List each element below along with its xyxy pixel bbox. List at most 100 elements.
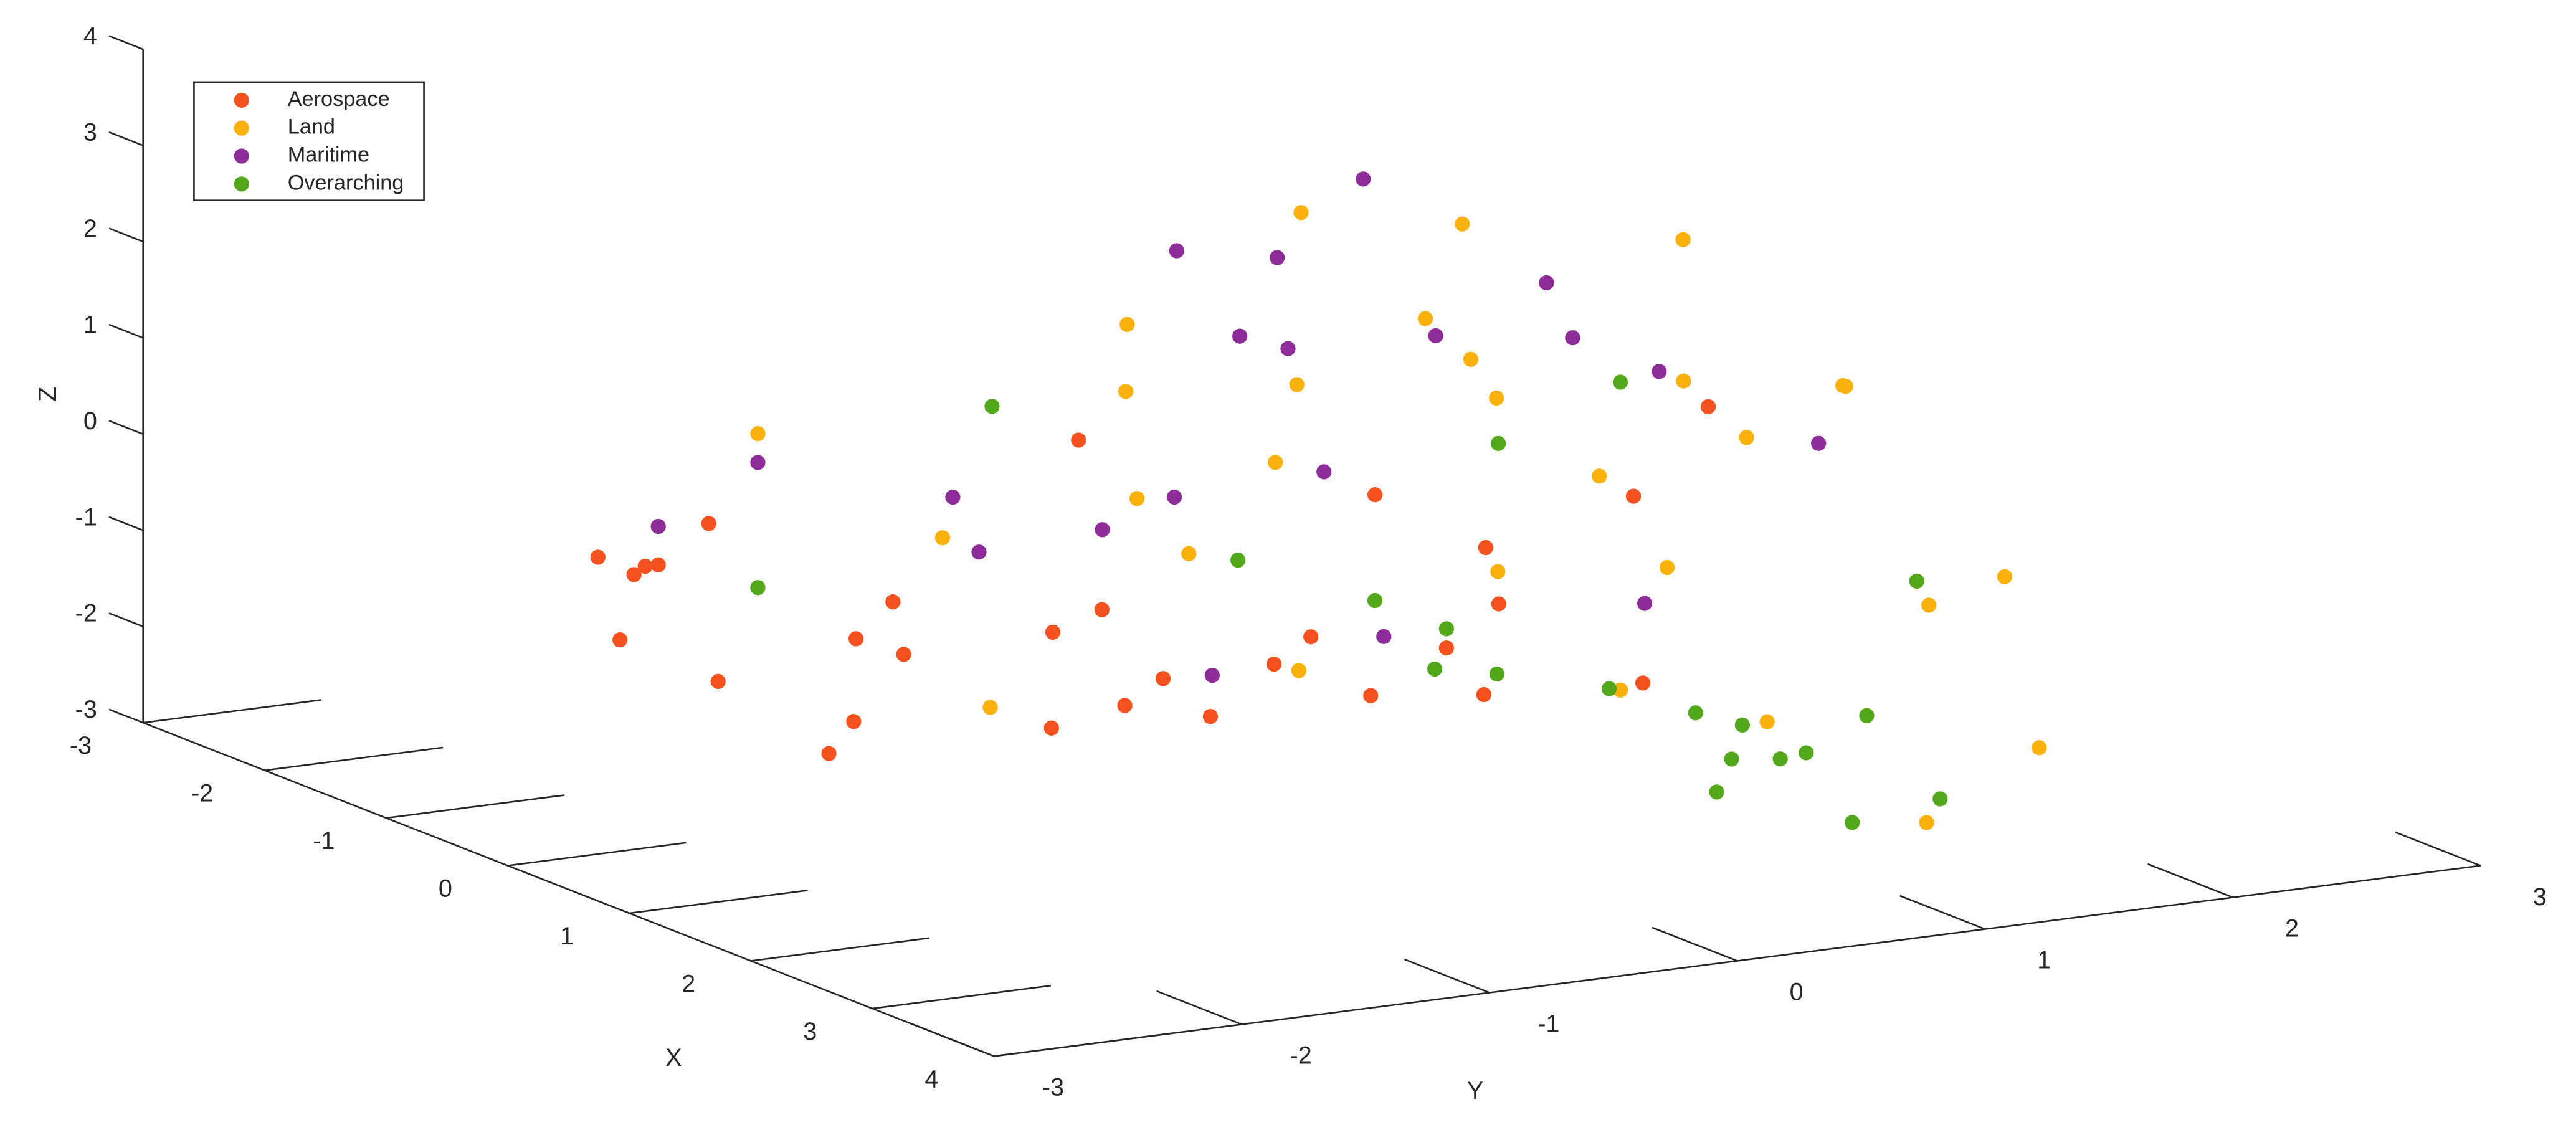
z-tick-label: -1: [75, 503, 97, 531]
point: [1734, 717, 1751, 733]
point: [650, 518, 666, 534]
series: [750, 374, 1948, 830]
point: [1316, 464, 1332, 480]
point: [1652, 364, 1667, 379]
point: [1289, 377, 1305, 392]
legend-marker: [234, 120, 250, 136]
point: [1635, 675, 1651, 691]
point: [1919, 815, 1934, 830]
y-axis-label: Y: [1467, 1077, 1483, 1104]
z-tick-label: 0: [83, 407, 97, 435]
point: [971, 544, 987, 560]
z-tick-label: -3: [75, 696, 97, 723]
legend: Aerospace Land Maritime Overarching: [193, 81, 425, 202]
x-tick: [872, 984, 1051, 1010]
point: [1071, 432, 1086, 448]
point: [1700, 399, 1716, 414]
point: [1688, 705, 1703, 721]
point: [701, 516, 716, 531]
z-tick-label: 1: [83, 311, 97, 338]
point: [945, 489, 961, 505]
point: [1095, 522, 1110, 538]
point: [1489, 390, 1504, 406]
point: [1181, 546, 1197, 562]
point: [1491, 596, 1507, 612]
point: [1045, 624, 1061, 640]
point: [1166, 489, 1182, 505]
point: [1455, 216, 1470, 232]
point: [1094, 602, 1110, 617]
point: [1859, 708, 1875, 723]
point: [1997, 569, 2012, 584]
x-tick: [264, 746, 444, 771]
point: [1428, 328, 1443, 344]
point: [1118, 384, 1134, 399]
y-tick: [1156, 990, 1242, 1025]
z-tick-label: 3: [83, 119, 97, 146]
point: [848, 631, 864, 647]
x-axis: [143, 721, 995, 1057]
x-tick: [994, 1032, 1173, 1057]
point: [1659, 559, 1675, 576]
point: [1811, 435, 1827, 451]
z-tick: [108, 612, 144, 627]
y-tick: [1404, 958, 1490, 994]
point: [846, 714, 862, 729]
point: [1427, 661, 1443, 677]
point: [1356, 171, 1371, 187]
x-tick: [507, 842, 687, 867]
point: [1478, 539, 1494, 556]
point: [1909, 573, 1924, 589]
z-tick: [108, 420, 144, 435]
point: [1270, 250, 1285, 265]
point: [612, 632, 628, 648]
point: [1476, 686, 1492, 703]
point: [934, 530, 951, 546]
point: [626, 567, 642, 582]
point: [590, 549, 606, 565]
z-tick: [108, 35, 144, 50]
point: [1799, 745, 1814, 761]
point: [1463, 351, 1479, 367]
legend-marker: [234, 92, 250, 108]
legend-label: Maritime: [288, 143, 369, 167]
series: [590, 399, 1716, 761]
x-tick-label: -1: [313, 827, 335, 855]
point: [1417, 311, 1433, 326]
y-tick: [1652, 926, 1738, 962]
point: [1838, 378, 1853, 394]
x-tick-label: 4: [924, 1065, 938, 1093]
point: [1637, 596, 1653, 611]
point: [1119, 316, 1135, 332]
point: [1291, 663, 1306, 678]
point: [1539, 275, 1554, 291]
z-tick: [108, 131, 144, 146]
x-tick-label: 3: [803, 1018, 817, 1045]
point: [1612, 682, 1628, 698]
z-tick: [108, 323, 144, 339]
point: [821, 746, 837, 761]
point: [750, 425, 766, 442]
x-tick-label: 0: [439, 875, 452, 903]
point: [1932, 791, 1948, 807]
legend-label: Aerospace: [288, 87, 390, 111]
y-tick-label: -1: [1538, 1010, 1559, 1038]
point: [1491, 435, 1506, 451]
point: [1739, 430, 1754, 445]
point: [1280, 341, 1296, 356]
point: [1117, 698, 1133, 713]
point: [1376, 629, 1392, 644]
x-tick-label: 2: [682, 971, 695, 998]
point: [1438, 640, 1454, 656]
point: [1155, 671, 1171, 686]
x-tick: [751, 937, 929, 962]
y-tick-label: 3: [2533, 883, 2547, 911]
point: [982, 700, 998, 715]
legend-box: [193, 81, 425, 202]
x-tick-label: -3: [70, 732, 92, 759]
point: [750, 455, 766, 470]
legend-label: Overarching: [288, 171, 404, 194]
x-tick-label: -2: [191, 780, 213, 807]
x-tick: [386, 794, 565, 819]
